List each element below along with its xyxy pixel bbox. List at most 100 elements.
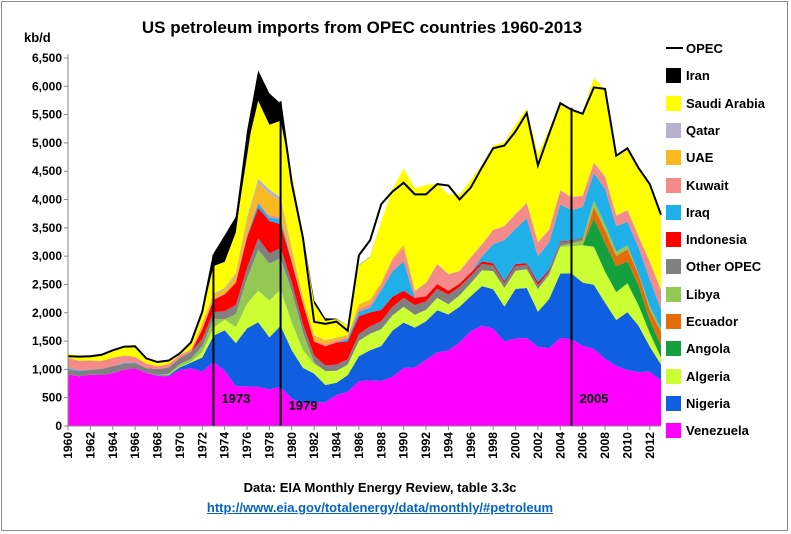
- x-tick-label: 2008: [598, 432, 612, 459]
- legend-item-kuwait: Kuwait: [664, 175, 788, 197]
- area-ecuador: [68, 207, 661, 377]
- legend-label: Venezuela: [686, 423, 749, 439]
- legend-label: Qatar: [686, 122, 720, 138]
- legend-item-other-opec: Other OPEC: [664, 256, 788, 278]
- axes: [67, 54, 661, 427]
- legend-swatch: [666, 95, 681, 111]
- legend-item-angola: Angola: [664, 338, 788, 360]
- x-tick-label: 2006: [576, 432, 590, 459]
- legend-label: UAE: [686, 150, 714, 166]
- x-tick-label: 1990: [397, 432, 411, 459]
- x-tick-label: 1998: [486, 432, 500, 459]
- x-tick-label: 1996: [464, 432, 478, 459]
- x-tick-label: 1976: [240, 432, 254, 459]
- source-note: Data: EIA Monthly Energy Review, table 3…: [243, 480, 517, 495]
- legend-label: Kuwait: [686, 177, 729, 193]
- legend-label: Saudi Arabia: [686, 95, 765, 111]
- legend-item-libya: Libya: [664, 284, 788, 306]
- legend-item-iran: Iran: [664, 65, 788, 87]
- x-tick-label: 1994: [441, 432, 455, 459]
- x-tick-label: 1980: [285, 432, 299, 459]
- area-venezuela: [68, 325, 661, 426]
- legend-swatch: [666, 204, 681, 220]
- legend-item-saudi-arabia: Saudi Arabia: [664, 93, 788, 115]
- legend-item-ecuador: Ecuador: [664, 311, 788, 333]
- x-tick-label: 1962: [83, 432, 97, 459]
- legend-label: Angola: [686, 341, 731, 357]
- chart-title: US petroleum imports from OPEC countries…: [141, 18, 583, 37]
- legend-swatch: [666, 368, 681, 384]
- legend-label: Iraq: [686, 204, 710, 220]
- legend-label: Indonesia: [686, 232, 747, 248]
- y-tick-labels: 0 500 1,000 1,500 2,000 2,500 3,000 3,500 4,000 4…: [32, 51, 68, 433]
- x-tick-label: 1974: [218, 432, 232, 459]
- legend-label: Iran: [686, 68, 710, 84]
- y-tick-label: 2,000: [32, 306, 62, 320]
- legend-swatch: [666, 150, 681, 166]
- y-tick-label: 1,000: [32, 362, 62, 376]
- legend-swatch: [666, 47, 683, 49]
- year-marker-lines: 1973 1979 2005: [212, 101, 608, 426]
- x-tick-label: 1988: [374, 432, 388, 459]
- x-tick-label: 1984: [330, 432, 344, 459]
- x-tick-label: 1978: [262, 432, 276, 459]
- legend-label: Libya: [686, 286, 720, 302]
- legend-item-iraq: Iraq: [664, 202, 788, 224]
- stacked-areas: [67, 70, 662, 426]
- y-tick-label: 1,500: [32, 334, 62, 348]
- source-link[interactable]: http://www.eia.gov/totalenergy/data/mont…: [206, 500, 554, 515]
- x-tick-label: 1992: [419, 432, 433, 459]
- x-tick-label: 2002: [531, 432, 545, 459]
- x-tick-label: 1982: [307, 432, 321, 459]
- y-tick-label: 4,500: [32, 164, 62, 178]
- y-tick-label: 4,000: [32, 193, 62, 207]
- legend-item-venezuela: Venezuela: [664, 420, 788, 442]
- legend-label: Nigeria: [686, 395, 731, 411]
- legend-swatch: [666, 341, 681, 357]
- y-axis-unit-label: kb/d: [24, 30, 51, 45]
- y-tick-label: 0: [55, 419, 62, 433]
- legend-swatch: [666, 286, 681, 302]
- legend-item-opec: OPEC: [664, 38, 788, 60]
- legend-swatch: [666, 423, 681, 439]
- legend-item-qatar: Qatar: [664, 120, 788, 142]
- legend-swatch: [666, 314, 681, 329]
- legend-label: Ecuador: [686, 314, 739, 329]
- x-tick-label: 2000: [509, 432, 523, 459]
- y-tick-label: 6,000: [32, 79, 62, 93]
- legend-swatch: [666, 177, 681, 193]
- legend-label: OPEC: [686, 41, 723, 56]
- legend-item-indonesia: Indonesia: [664, 229, 788, 251]
- legend-swatch: [666, 122, 681, 138]
- area-iraq: [68, 173, 661, 372]
- area-kuwait: [68, 162, 661, 371]
- x-tick-label: 1968: [151, 432, 165, 459]
- marker-label-1973: 1973: [221, 391, 250, 406]
- y-tick-label: 3,000: [32, 249, 62, 263]
- x-tick-label: 2004: [553, 432, 567, 459]
- area-nigeria: [68, 273, 661, 404]
- legend-swatch: [666, 259, 681, 275]
- x-tick-label: 2010: [620, 432, 634, 459]
- marker-label-2005: 2005: [579, 391, 608, 406]
- area-algeria: [68, 245, 661, 386]
- legend-swatch: [666, 232, 681, 248]
- legend-item-nigeria: Nigeria: [664, 393, 788, 415]
- area-libya: [68, 200, 661, 377]
- y-tick-label: 6,500: [32, 51, 62, 65]
- x-tick-label: 1986: [352, 432, 366, 459]
- y-tick-label: 3,500: [32, 221, 62, 235]
- series-line-opec: [67, 75, 662, 364]
- legend-item-uae: UAE: [664, 147, 788, 169]
- legend-item-algeria: Algeria: [664, 366, 788, 388]
- area-saudi-arabia: [68, 78, 661, 367]
- y-tick-label: 500: [42, 391, 62, 405]
- x-tick-label: 1966: [128, 432, 142, 459]
- marker-label-1979: 1979: [289, 398, 318, 413]
- x-tick-labels: 1960 1962 1964 1966 1968 1970 1972 1974 1976 1978…: [61, 426, 657, 459]
- x-tick-label: 1970: [173, 432, 187, 459]
- y-tick-label: 5,000: [32, 136, 62, 150]
- x-tick-label: 1972: [195, 432, 209, 459]
- x-tick-label: 1964: [106, 432, 120, 459]
